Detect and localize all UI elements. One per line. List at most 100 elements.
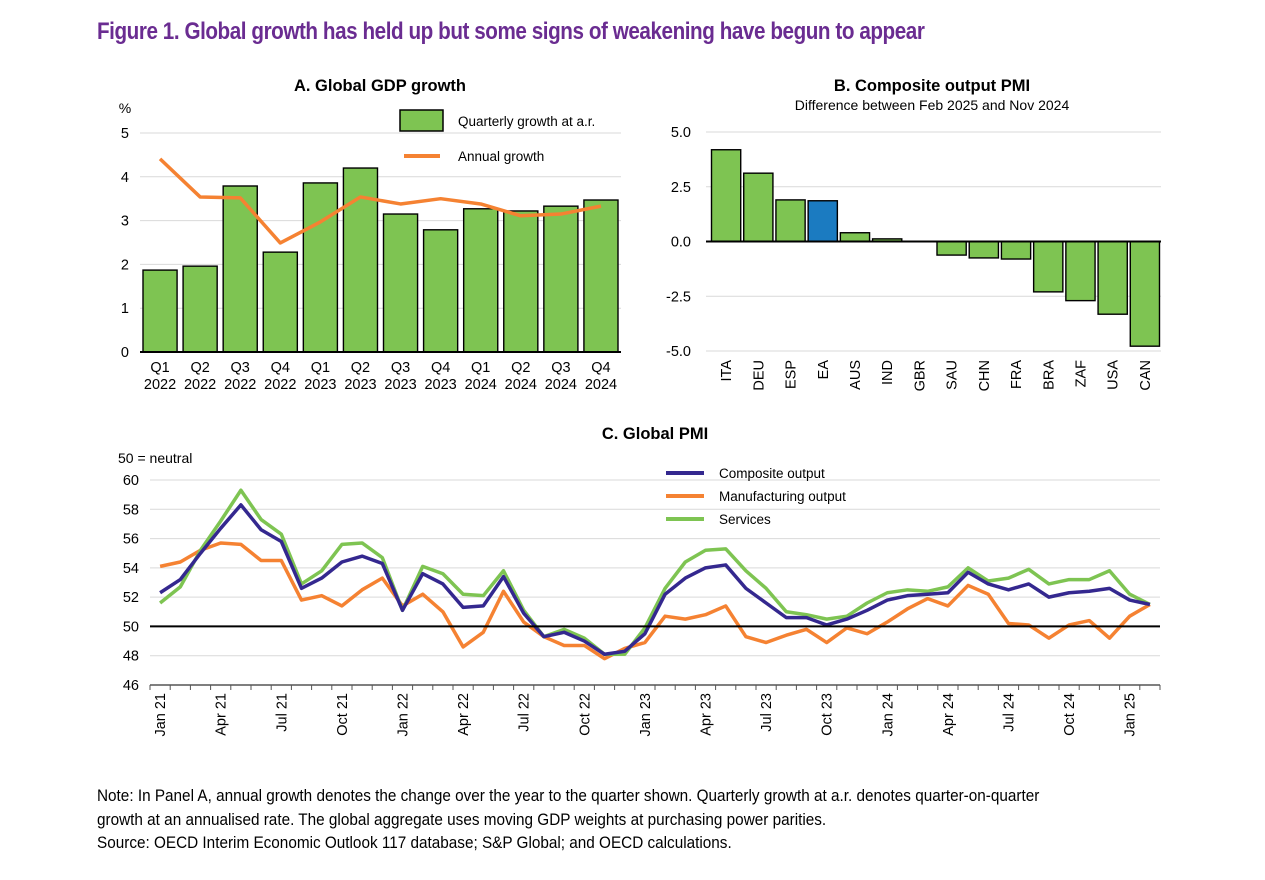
x-tick-year: 2024 [585, 377, 617, 393]
x-tick-month: Jul 23 [759, 693, 775, 732]
legend-swatch-quarterly [399, 109, 444, 132]
x-tick-country: EA [816, 360, 832, 380]
note-line-2: growth at an annualised rate. The global… [97, 809, 827, 829]
bar-ita [710, 149, 742, 243]
bar-quarterly-growth [302, 182, 339, 353]
x-tick-country: CHN [977, 360, 993, 391]
x-tick-month: Jan 21 [153, 693, 169, 737]
y-tick-label: 48 [123, 649, 139, 665]
panel-b-title: B. Composite output PMI [834, 77, 1030, 95]
y-tick-label: 52 [123, 590, 139, 606]
y-tick-label: -2.5 [666, 289, 691, 305]
x-tick-month: Apr 24 [941, 693, 957, 736]
y-tick-label: -5.0 [666, 344, 691, 360]
x-tick-quarter: Q3 [551, 360, 570, 376]
x-tick-country: ITA [719, 360, 735, 382]
bar-aus [839, 232, 871, 243]
note-line-1: Note: In Panel A, annual growth denotes … [97, 786, 1040, 805]
bar-zaf [1065, 240, 1096, 302]
panel-a-legend: Quarterly growth at a.r. Annual growth [399, 109, 595, 164]
x-tick-month: Oct 24 [1062, 693, 1078, 736]
legend-label-quarterly: Quarterly growth at a.r. [458, 114, 595, 129]
y-tick-label: 60 [123, 473, 139, 489]
bar-quarterly-growth [262, 251, 299, 353]
x-tick-year: 2023 [384, 377, 416, 393]
x-tick-month: Oct 23 [820, 693, 836, 736]
x-tick-country: SAU [945, 360, 961, 390]
figure-notes: Note: In Panel A, annual growth denotes … [97, 784, 1087, 855]
x-tick-quarter: Q1 [150, 360, 169, 376]
bar-chn [968, 240, 1000, 259]
y-tick-label: 46 [123, 678, 139, 694]
legend-label-annual: Annual growth [458, 149, 544, 164]
bar-esp [775, 199, 806, 243]
bar-quarterly-growth [543, 205, 579, 353]
y-tick-label: 54 [123, 561, 139, 577]
y-tick-label: 2.5 [671, 180, 691, 196]
x-tick-year: 2022 [224, 377, 256, 393]
x-tick-country: GBR [912, 360, 928, 391]
bar-bra [1032, 240, 1064, 293]
x-tick-month: Jan 25 [1123, 693, 1139, 737]
y-tick-label: 4 [121, 170, 129, 186]
x-tick-month: Oct 22 [577, 693, 593, 736]
x-tick-year: 2024 [505, 377, 537, 393]
y-tick-label: 0.0 [671, 235, 691, 251]
panel-c-y-unit: 50 = neutral [118, 450, 192, 466]
y-tick-label: 3 [121, 214, 129, 230]
legend-label-services: Services [719, 512, 771, 527]
line-manufacturing-output [159, 541, 1151, 661]
legend-label-composite: Composite output [719, 466, 825, 481]
line-composite-output [159, 503, 1151, 656]
panel-b-composite-pmi: B. Composite output PMI Difference betwe… [666, 77, 1161, 391]
x-tick-month: Jul 21 [274, 693, 290, 732]
x-tick-country: USA [1106, 360, 1122, 390]
x-tick-month: Apr 22 [456, 693, 472, 736]
x-tick-month: Apr 23 [699, 693, 715, 736]
x-tick-year: 2023 [424, 377, 456, 393]
bar-quarterly-growth [222, 185, 258, 353]
x-tick-year: 2024 [465, 377, 497, 393]
legend-label-manufacturing: Manufacturing output [719, 489, 846, 504]
y-tick-label: 5 [121, 126, 129, 142]
y-tick-label: 58 [123, 502, 139, 518]
x-tick-month: Jan 22 [396, 693, 412, 737]
x-tick-year: 2023 [304, 377, 336, 393]
bar-sau [936, 240, 967, 256]
y-tick-label: 1 [121, 301, 129, 317]
x-tick-country: ESP [784, 360, 800, 389]
x-tick-year: 2022 [184, 377, 216, 393]
panel-b-subtitle: Difference between Feb 2025 and Nov 2024 [795, 97, 1070, 113]
y-tick-label: 56 [123, 532, 139, 548]
bar-quarterly-growth [503, 210, 539, 353]
bar-quarterly-growth [182, 265, 218, 353]
x-tick-country: ZAF [1073, 360, 1089, 388]
bar-quarterly-growth [422, 229, 459, 353]
panel-c-global-pmi: C. Global PMI 50 = neutral 46 48 50 52 54 56 5… [118, 425, 1161, 737]
bar-fra [1000, 240, 1032, 260]
line-services [159, 488, 1151, 656]
x-tick-month: Oct 21 [335, 693, 351, 736]
panel-a-title: A. Global GDP growth [294, 77, 466, 95]
x-tick-country: FRA [1009, 360, 1025, 389]
x-tick-country: AUS [848, 360, 864, 390]
x-tick-quarter: Q3 [231, 360, 250, 376]
x-tick-quarter: Q2 [351, 360, 370, 376]
bar-quarterly-growth [142, 269, 178, 353]
bar-can [1129, 240, 1161, 347]
figure-title: Figure 1. Global growth has held up but … [97, 18, 925, 45]
bar-quarterly-growth [583, 199, 619, 353]
x-tick-country: DEU [751, 360, 767, 391]
x-tick-month: Jan 23 [638, 693, 654, 737]
bar-quarterly-growth [382, 213, 419, 353]
x-tick-year: 2022 [144, 377, 176, 393]
line-annual-growth [158, 157, 602, 245]
x-tick-quarter: Q1 [471, 360, 490, 376]
x-tick-month: Jul 22 [517, 693, 533, 732]
bar-quarterly-growth [462, 208, 499, 353]
source-line: Source: OECD Interim Economic Outlook 11… [97, 833, 732, 852]
bar-usa [1097, 240, 1128, 315]
bar-ea [807, 200, 839, 243]
